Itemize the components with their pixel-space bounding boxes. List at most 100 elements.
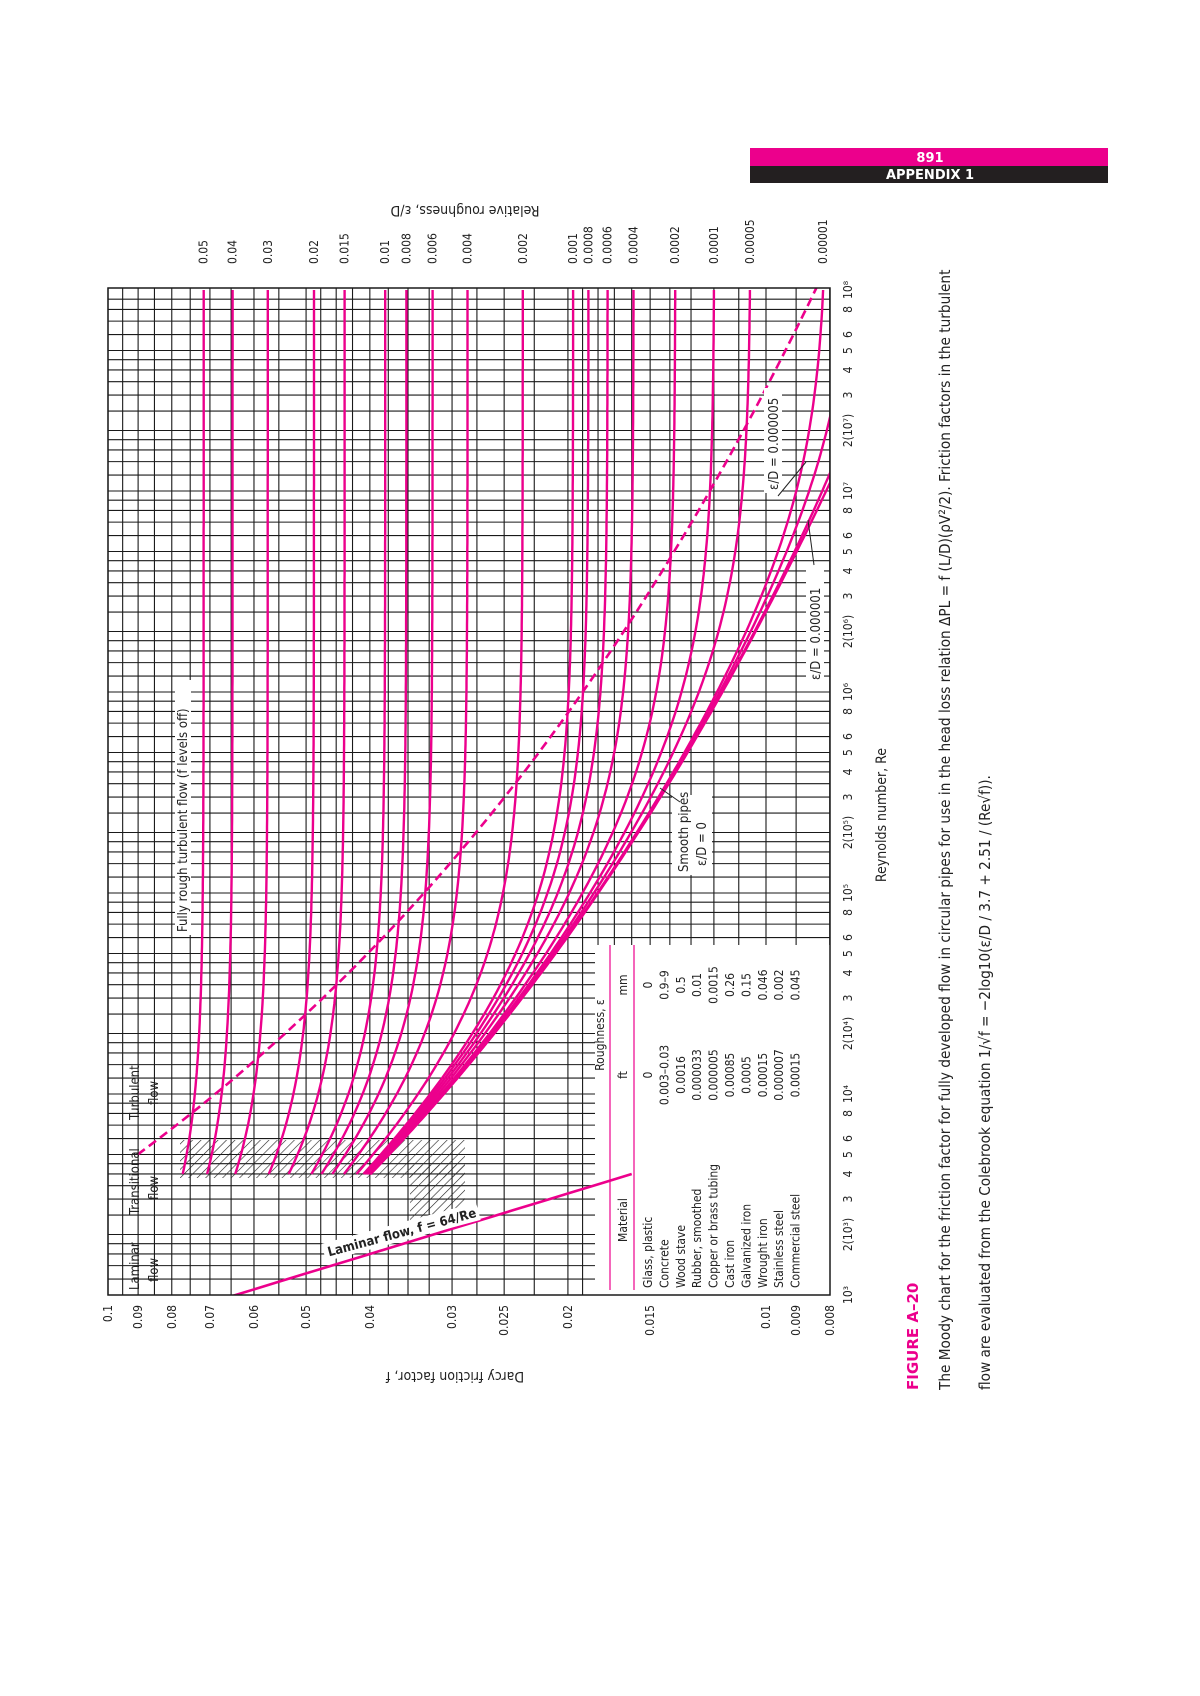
y-axis-title: Darcy friction factor, f <box>385 1368 524 1384</box>
table-cell-material: Concrete <box>657 1239 671 1288</box>
table-cell-ft: 0.00085 <box>723 1053 737 1098</box>
ed-000005-arrow <box>777 461 807 497</box>
table-cell-material: Galvanized iron <box>739 1204 753 1288</box>
relative-roughness-label: 0.02 <box>307 240 321 264</box>
table-header-mm: mm <box>616 974 630 995</box>
series-curve-ed-0.0004 <box>366 290 635 1175</box>
y-tick-label: 0.07 <box>203 1305 217 1329</box>
y-tick-label: 0.015 <box>643 1305 657 1336</box>
table-cell-mm: 0.046 <box>756 969 770 1000</box>
x-axis-title: Reynolds number, Re <box>874 748 890 882</box>
transitional-label: Transitional <box>128 1148 143 1216</box>
table-header-ft: ft <box>616 1071 630 1079</box>
table-cell-ft: 0.003–0.03 <box>657 1045 671 1105</box>
x-tick-label: 6 <box>841 532 855 539</box>
x-tick-label: 2(10³) <box>841 1218 855 1251</box>
laminar-flow-line <box>231 1172 633 1295</box>
series-curve-ed-0.0008 <box>363 290 590 1175</box>
series-curve-ed-0.002 <box>355 290 524 1175</box>
y-tick-label: 0.01 <box>759 1305 773 1329</box>
relative-roughness-label: 0.05 <box>197 240 211 264</box>
x-tick-label: 4 <box>841 768 855 775</box>
series-curve-ed-0.04 <box>205 290 234 1175</box>
x-tick-label: 10⁵ <box>841 884 855 902</box>
x-tick-label: 3 <box>841 794 855 801</box>
table-cell-material: Commercial steel <box>789 1194 803 1288</box>
x-tick-label: 10⁶ <box>841 683 855 701</box>
relative-roughness-label: 0.0002 <box>668 226 682 264</box>
relative-roughness-label: 0.0001 <box>707 226 721 264</box>
series-curve-ed-0.0002 <box>368 290 677 1175</box>
x-tick-label: 8 <box>841 708 855 715</box>
table-cell-material: Wrought iron <box>756 1218 770 1288</box>
roughness-table: Roughness, ε Material ft mm Glass, plast… <box>593 945 803 1290</box>
relative-roughness-label: 0.008 <box>399 233 413 264</box>
ed-000001-label: ε/D = 0.000001 <box>809 588 824 680</box>
x-tick-label: 3 <box>841 1196 855 1203</box>
relative-roughness-label: 0.0008 <box>581 226 595 264</box>
series-curve-ed-0.004 <box>343 290 469 1175</box>
x-tick-label: 2(10⁷) <box>841 414 855 447</box>
table-cell-mm: 0.9–9 <box>657 970 671 1000</box>
page-header: 891 APPENDIX 1 <box>750 148 1108 183</box>
table-cell-ft: 0.000033 <box>690 1049 704 1101</box>
table-cell-ft: 0.00015 <box>789 1053 803 1098</box>
relative-roughness-label: 0.00005 <box>743 219 757 264</box>
x-tick-label: 2(10⁴) <box>841 1017 855 1050</box>
table-cell-ft: 0.000007 <box>772 1049 786 1101</box>
turbulent-label: Turbulent <box>128 1065 143 1121</box>
smooth-pipes-label: Smooth pipes <box>677 792 692 872</box>
x-tick-label: 6 <box>841 934 855 941</box>
fully-rough-boundary-line <box>136 288 818 1156</box>
x-tick-label: 8 <box>841 507 855 514</box>
laminar-label: Laminar <box>128 1242 143 1290</box>
relative-roughness-label: 0.01 <box>378 240 392 264</box>
table-header-material: Material <box>616 1198 630 1242</box>
laminar-line-label: Laminar flow, f = 64/Re <box>326 1206 478 1260</box>
series-curve-ed-0.05 <box>181 290 205 1175</box>
table-cell-ft: 0.00015 <box>756 1053 770 1098</box>
table-cell-ft: 0.000005 <box>707 1049 721 1101</box>
x-tick-label: 4 <box>841 366 855 373</box>
x-tick-label: 5 <box>841 1151 855 1158</box>
relative-roughness-label: 0.04 <box>226 240 240 264</box>
x-tick-label: 4 <box>841 567 855 574</box>
series-curve-ed-0.03 <box>234 290 269 1175</box>
relative-roughness-label: 0.0004 <box>626 226 640 264</box>
laminar-flow-label: flow <box>147 1257 162 1282</box>
y-tick-label: 0.08 <box>165 1305 179 1329</box>
relative-roughness-label: 0.0006 <box>601 226 615 264</box>
fully-rough-label: Fully rough turbulent flow (f levels off… <box>176 708 191 932</box>
x-tick-label: 8 <box>841 1110 855 1117</box>
caption-line-2: flow are evaluated from the Colebrook eq… <box>976 775 994 1390</box>
turbulent-flow-label: flow <box>147 1080 162 1105</box>
table-cell-mm: 0.15 <box>739 973 753 997</box>
table-cell-material: Cast iron <box>723 1240 737 1288</box>
table-cell-mm: 0.26 <box>723 973 737 997</box>
table-cell-mm: 0.002 <box>772 970 786 1001</box>
x-tick-label: 4 <box>841 1170 855 1177</box>
series-curve-ed-0.008 <box>320 290 408 1175</box>
caption-line-1: The Moody chart for the friction factor … <box>936 269 954 1391</box>
table-cell-material: Copper or brass tubing <box>707 1164 721 1288</box>
x-tick-label: 2(10⁵) <box>841 816 855 849</box>
relative-roughness-label: 0.03 <box>261 240 275 264</box>
y-tick-label: 0.1 <box>101 1305 115 1322</box>
table-cell-ft: 0.0005 <box>739 1056 753 1094</box>
x-tick-label: 6 <box>841 1135 855 1142</box>
x-tick-label: 5 <box>841 347 855 354</box>
y2-axis-title: Relative roughness, ε/D <box>391 202 540 218</box>
x-tick-label: 5 <box>841 548 855 555</box>
section-title: APPENDIX 1 <box>886 168 974 183</box>
relative-roughness-label: 0.004 <box>461 233 475 264</box>
x-tick-label: 3 <box>841 995 855 1002</box>
smooth-arrow <box>659 787 681 803</box>
relative-roughness-label: 0.006 <box>426 233 440 264</box>
y-tick-label: 0.06 <box>247 1305 261 1329</box>
x-tick-label: 10³ <box>841 1286 855 1304</box>
page-number-bar <box>750 148 1108 166</box>
table-cell-mm: 0.0015 <box>707 966 721 1004</box>
x-tick-label: 10⁷ <box>841 482 855 500</box>
x-tick-label: 10⁴ <box>841 1085 855 1103</box>
